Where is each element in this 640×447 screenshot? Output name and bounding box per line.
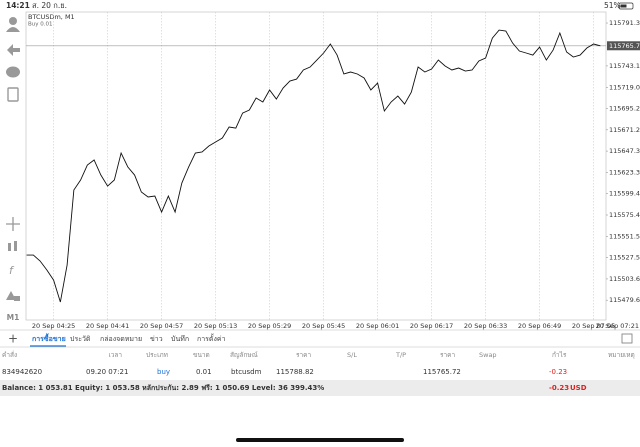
tab[interactable]: บันทึก — [171, 334, 189, 343]
battery-level — [620, 4, 627, 8]
column-header: ขนาด — [193, 351, 210, 359]
current-price-box — [607, 41, 640, 51]
x-tick-label: 20 Sep 05:13 — [194, 322, 237, 330]
summary-currency: USD — [570, 384, 587, 392]
tab[interactable]: ข่าว — [150, 335, 163, 343]
y-tick-label: 115479.65 — [609, 296, 640, 304]
column-header: สัญลักษณ์ — [230, 351, 258, 359]
column-header: S/L — [347, 351, 357, 359]
x-tick-label: 20 Sep 06:17 — [410, 322, 453, 330]
icon-account[interactable] — [9, 17, 17, 25]
y-tick-label: 115551.50 — [609, 232, 640, 240]
y-tick-label: 115647.30 — [609, 147, 640, 155]
cell-symbol: btcusdm — [231, 368, 262, 376]
cell-volume: 0.01 — [196, 368, 212, 376]
y-tick-label: 115599.40 — [609, 190, 640, 198]
price-line — [26, 29, 601, 303]
timeframe[interactable]: M1 — [7, 313, 20, 322]
sidebar-icons: f — [6, 17, 20, 301]
icon-crosshair[interactable] — [6, 217, 20, 231]
x-tick-label: 20 Sep 06:33 — [464, 322, 507, 330]
cell-order: 834942620 — [2, 368, 42, 376]
chart-title: BTCUSDm, M1 — [28, 13, 75, 21]
icon-bars[interactable] — [8, 243, 11, 251]
tab[interactable]: การซื้อขาย — [32, 332, 66, 343]
tab[interactable]: การตั้งค่า — [197, 332, 226, 343]
summary-profit: -0.23 — [549, 384, 569, 392]
column-header: ราคา — [440, 351, 455, 359]
y-tick-label: 115671.25 — [609, 126, 640, 134]
icon-chat[interactable] — [6, 66, 20, 78]
icon-shapes[interactable] — [6, 291, 20, 301]
x-tick-label: 20 Sep 04:25 — [32, 322, 75, 330]
column-header: กำไร — [552, 351, 567, 359]
icon-doc[interactable] — [7, 87, 19, 102]
x-tick-label: 20 Sep 07:05 — [572, 322, 615, 330]
y-tick-label: 115791.30 — [609, 19, 640, 27]
layout-button[interactable] — [621, 333, 633, 344]
column-header: ราคา — [296, 351, 311, 359]
icon-bars2[interactable] — [14, 241, 17, 251]
x-tick-label: 20 Sep 05:29 — [248, 322, 291, 330]
tab[interactable]: ประวัติ — [70, 335, 91, 343]
y-tick-label: 115695.20 — [609, 105, 640, 113]
cell-profit: -0.23 — [549, 368, 567, 376]
x-end-label: 20 Sep 07:21 — [596, 322, 639, 330]
x-tick-label: 20 Sep 05:45 — [302, 322, 345, 330]
battery: 51% — [604, 1, 621, 10]
x-tick-label: 20 Sep 06:49 — [518, 322, 561, 330]
tab[interactable]: กล่องจดหมาย — [100, 335, 142, 343]
status-date: ส. 20 ก.ย. — [32, 1, 67, 10]
y-tick-label: 115575.45 — [609, 211, 640, 219]
home-indicator — [236, 438, 404, 442]
summary-text: Balance: 1 053.81 Equity: 1 053.58 หลักป… — [2, 384, 324, 392]
battery-icon — [618, 2, 634, 10]
add-button[interactable]: + — [8, 332, 18, 346]
summary-bar — [0, 380, 640, 396]
column-header: ประเภท — [146, 351, 168, 359]
cell-time: 09.20 07:21 — [86, 368, 128, 376]
x-tick-label: 20 Sep 04:41 — [86, 322, 129, 330]
column-header: เวลา — [108, 351, 122, 359]
y-tick-label: 115503.60 — [609, 275, 640, 283]
column-header: คำสั่ง — [2, 350, 17, 359]
icon-trade[interactable] — [7, 44, 20, 56]
cell-price: 115765.72 — [423, 368, 461, 376]
current-price-label: 115765.72 — [609, 42, 640, 50]
y-tick-label: 115527.55 — [609, 254, 640, 262]
column-header: หมายเหตุ — [608, 351, 635, 359]
y-tick-label: 115623.35 — [609, 168, 640, 176]
x-tick-label: 20 Sep 06:01 — [356, 322, 399, 330]
y-tick-label: 115743.10 — [609, 62, 640, 70]
chart-subtitle: Buy 0.01 — [28, 22, 53, 28]
cell-type: buy — [157, 368, 170, 376]
status-time: 14:21 — [6, 1, 30, 10]
x-tick-label: 20 Sep 04:57 — [140, 322, 183, 330]
column-header: Swap — [479, 351, 497, 359]
icon-function[interactable]: f — [9, 264, 15, 277]
cell-open-price: 115788.82 — [276, 368, 314, 376]
y-tick-label: 115719.00 — [609, 83, 640, 91]
icon-account-body[interactable] — [6, 27, 20, 32]
plot-frame — [25, 11, 607, 321]
column-header: T/P — [395, 351, 406, 359]
